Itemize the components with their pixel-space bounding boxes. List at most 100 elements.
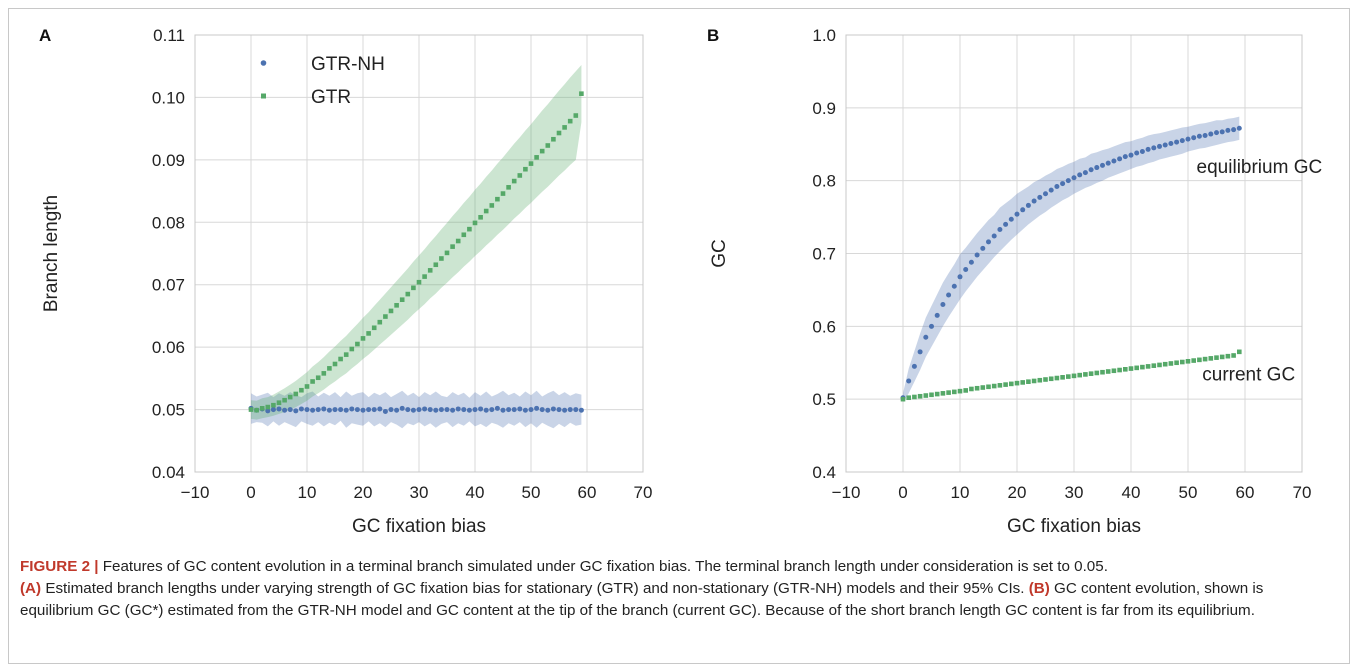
chart-b-point-0 (1122, 154, 1128, 160)
chart-b-point-1 (1157, 362, 1162, 368)
chart-b-point-0 (974, 252, 980, 258)
chart-a-point-0 (405, 407, 411, 413)
chart-b-point-1 (1066, 374, 1071, 379)
chart-b-point-1 (1014, 380, 1020, 386)
chart-a-y-tick-label: 0.09 (152, 151, 185, 170)
chart-a-ci-band-0 (251, 390, 582, 429)
chart-a-point-1 (299, 387, 304, 393)
chart-b-point-1 (1037, 377, 1043, 383)
chart-a-point-1 (523, 166, 528, 172)
chart-a-point-0 (433, 407, 439, 413)
chart-a-point-0 (472, 407, 478, 413)
chart-a-point-0 (282, 407, 288, 413)
chart-a-point-0 (550, 406, 556, 412)
chart-b-point-1 (991, 383, 997, 389)
chart-b-point-0 (1174, 139, 1180, 145)
chart-a-point-1 (472, 220, 478, 226)
chart-b-annotation: current GC (1202, 365, 1295, 386)
chart-b-point-0 (1236, 125, 1242, 131)
chart-a-point-0 (478, 406, 484, 412)
chart-b-point-0 (1117, 156, 1123, 162)
chart-a-y-tick-label: 0.08 (152, 213, 185, 232)
chart-b-point-0 (1179, 138, 1185, 144)
caption-part-a-text: Estimated branch lengths under varying s… (41, 580, 1025, 597)
chart-a-point-0 (377, 406, 383, 412)
chart-b-y-tick-label: 0.4 (812, 463, 836, 482)
chart-b-point-0 (1025, 202, 1031, 208)
chart-b-point-0 (1048, 187, 1054, 193)
chart-b-point-0 (1065, 178, 1071, 184)
chart-b-point-1 (940, 391, 946, 396)
panel-b-chart: B −10 0 10 20 30 40 50 60 70 0.4 0.5 0.6 0.7 0.8 0.9 1.0… (707, 26, 1323, 537)
chart-b-point-1 (1009, 381, 1014, 387)
chart-b-point-0 (986, 239, 991, 245)
chart-a-point-0 (517, 406, 523, 412)
chart-b-annotation: equilibrium GC (1197, 157, 1323, 178)
chart-b-point-0 (1043, 191, 1048, 197)
chart-b-point-1 (980, 385, 986, 390)
chart-b-point-1 (1151, 363, 1157, 368)
chart-a-point-1 (545, 143, 551, 148)
chart-b-point-0 (1008, 216, 1014, 222)
chart-a-point-0 (338, 407, 344, 413)
chart-a-point-1 (315, 375, 321, 381)
chart-a-point-1 (551, 136, 556, 142)
chart-b-point-1 (1026, 379, 1031, 384)
chart-b-point-1 (969, 386, 974, 392)
chart-a-legend-marker (260, 60, 267, 66)
chart-a-point-1 (439, 256, 444, 261)
chart-a-point-0 (489, 407, 495, 413)
chart-b-point-1 (952, 389, 957, 395)
caption-figure-label: FIGURE 2 | (20, 558, 99, 575)
chart-b-point-1 (934, 391, 940, 397)
chart-a-point-0 (528, 407, 534, 413)
chart-a-point-1 (321, 371, 327, 376)
chart-b-x-tick-label: 50 (1179, 483, 1198, 502)
chart-b-point-0 (1003, 221, 1009, 227)
chart-a-point-1 (422, 274, 427, 279)
chart-b-point-0 (1031, 198, 1037, 204)
chart-b-point-0 (1196, 133, 1202, 139)
chart-b-point-1 (1145, 364, 1151, 369)
chart-b-x-axis-label: GC fixation bias (1007, 516, 1141, 537)
chart-b-point-1 (923, 393, 929, 398)
chart-b-point-1 (1094, 370, 1100, 376)
chart-b-point-0 (934, 312, 940, 318)
chart-b-point-0 (957, 274, 963, 280)
chart-a-y-tick-label: 0.04 (152, 463, 185, 482)
chart-b-point-1 (1231, 353, 1236, 358)
chart-b-point-0 (1145, 146, 1151, 152)
chart-a-x-axis-label: GC fixation bias (352, 516, 486, 537)
chart-b-y-tick-label: 0.7 (812, 245, 836, 264)
chart-a-point-1 (360, 336, 366, 341)
chart-a-y-tick-label: 0.05 (152, 401, 185, 420)
chart-b-point-0 (991, 233, 997, 239)
chart-a-point-0 (427, 407, 433, 413)
chart-b-point-0 (917, 349, 923, 355)
chart-a-y-axis-label: Branch length (41, 195, 62, 312)
chart-b-point-0 (1162, 142, 1168, 148)
chart-a-point-0 (444, 407, 450, 413)
chart-a-y-tick-label: 0.07 (152, 276, 185, 295)
chart-b-point-0 (923, 334, 929, 340)
chart-b-point-0 (951, 283, 957, 289)
chart-b-point-0 (1014, 211, 1020, 217)
chart-a-point-1 (539, 148, 545, 154)
chart-a-point-0 (511, 407, 517, 413)
chart-a-plot-frame (194, 34, 644, 473)
chart-a-x-tick-label: 50 (522, 483, 541, 502)
chart-a-point-0 (506, 407, 512, 413)
chart-a-point-0 (315, 407, 321, 413)
chart-a-x-tick-label: 0 (246, 483, 255, 502)
chart-a-point-1 (467, 226, 472, 232)
chart-b-point-0 (1105, 160, 1111, 166)
chart-a-point-1 (254, 407, 259, 413)
figure-frame: A −10 0 10 20 30 40 50 60 70 0.04 0.05 0.06 0.07 0.08 0… (8, 8, 1350, 664)
chart-a-point-1 (366, 331, 371, 336)
chart-b-x-tick-label: −10 (832, 483, 861, 502)
chart-b-x-tick-label: 40 (1122, 483, 1141, 502)
chart-a-point-0 (556, 407, 562, 413)
chart-b-point-1 (1083, 372, 1088, 377)
chart-a-point-1 (511, 178, 517, 184)
chart-b-point-1 (1060, 375, 1065, 380)
